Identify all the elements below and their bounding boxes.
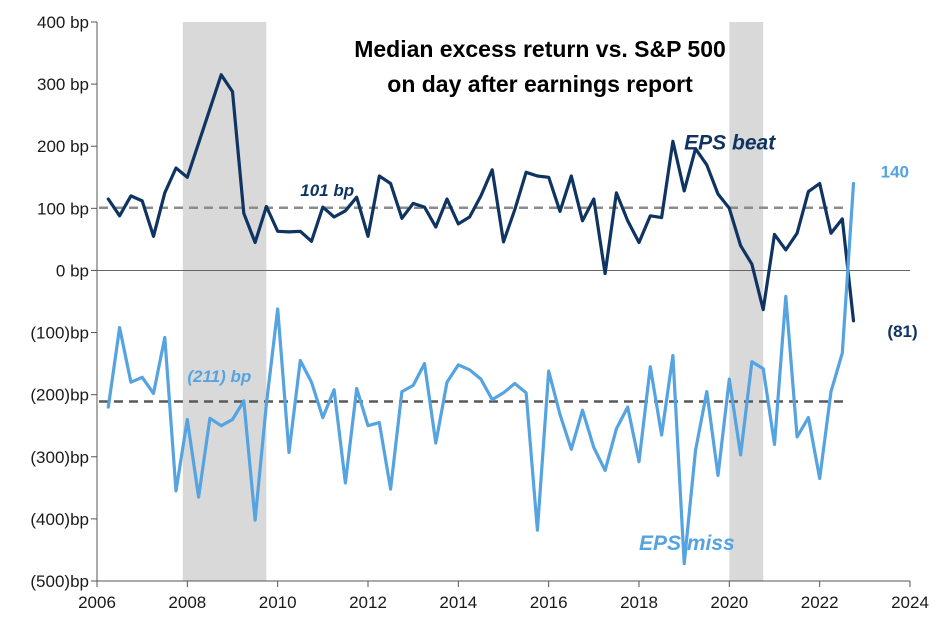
reference-label-beat-average: 101 bp — [300, 181, 354, 200]
reference-lines — [99, 206, 848, 403]
y-tick-label: 400 bp — [37, 13, 89, 32]
x-tick-label: 2014 — [439, 593, 477, 612]
y-tick-label: (400)bp — [30, 510, 89, 529]
y-tick-label: (200)bp — [30, 386, 89, 405]
x-tick-label: 2020 — [710, 593, 748, 612]
annotation-eps-miss: EPS miss — [639, 532, 735, 555]
y-tick-label: 0 bp — [56, 261, 89, 280]
annotation-eps-beat: EPS beat — [684, 131, 776, 154]
y-tick-label: 200 bp — [37, 137, 89, 156]
shaded-period-1 — [729, 22, 764, 581]
shaded-periods — [182, 22, 764, 581]
annotation-last-miss-value: 140 — [881, 162, 909, 181]
reference-label-miss-average: (211) bp — [187, 367, 251, 386]
chart-title-line-1: Median excess return vs. S&P 500 — [354, 36, 726, 62]
x-tick-label: 2008 — [168, 593, 206, 612]
x-tick-label: 2006 — [78, 593, 116, 612]
series-lines — [106, 73, 856, 566]
y-tick-label: 100 bp — [37, 199, 89, 218]
axes — [96, 22, 910, 582]
x-tick-label: 2022 — [801, 593, 839, 612]
x-tick-label: 2016 — [530, 593, 568, 612]
y-tick-label: (300)bp — [30, 448, 89, 467]
y-tick-label: (500)bp — [30, 572, 89, 591]
chart-title-line-2: on day after earnings report — [387, 71, 693, 97]
x-tick-label: 2024 — [891, 593, 929, 612]
series-line-eps-miss — [106, 181, 856, 566]
y-tick-label: (100)bp — [30, 324, 89, 343]
x-tick-label: 2010 — [259, 593, 297, 612]
series-line-eps-beat — [106, 73, 856, 323]
annotation-last-beat-value: (81) — [887, 322, 917, 341]
tick-labels: 400 bp 300 bp 200 bp 100 bp 0 bp (100)bp (200)… — [30, 13, 929, 612]
x-tick-label: 2012 — [349, 593, 387, 612]
x-tick-label: 2018 — [620, 593, 658, 612]
y-tick-label: 300 bp — [37, 75, 89, 94]
